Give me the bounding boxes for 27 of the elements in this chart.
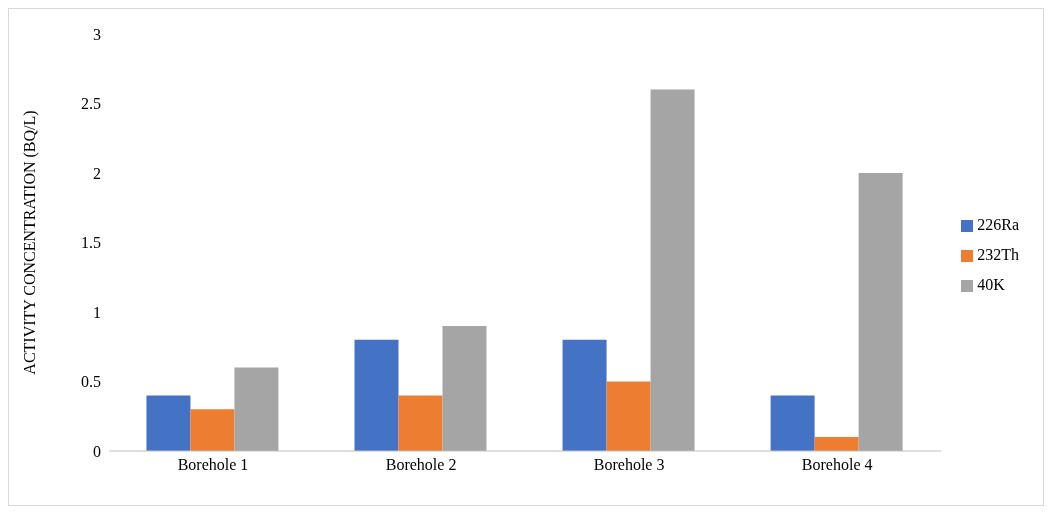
bar — [858, 173, 903, 451]
x-tick-label: Borehole 3 — [593, 456, 665, 474]
bar — [650, 89, 695, 451]
x-tick-label: Borehole 1 — [177, 456, 249, 474]
bar — [562, 339, 607, 451]
y-tick-label: 1 — [93, 303, 101, 321]
legend-label: 232Th — [977, 246, 1019, 263]
bar — [190, 409, 235, 451]
bar — [814, 437, 859, 451]
y-tick-label: 0.5 — [81, 373, 101, 391]
bar — [354, 339, 399, 451]
x-tick-label: Borehole 2 — [385, 456, 457, 474]
bar — [398, 395, 443, 451]
bar — [606, 381, 651, 451]
y-tick-label: 3 — [93, 25, 101, 43]
legend-label: 226Ra — [977, 216, 1019, 233]
y-tick-label: 1.5 — [81, 234, 101, 252]
bar — [442, 325, 487, 451]
y-axis-title: ACTIVITY CONCENTRATION (BQ/L) — [20, 110, 39, 375]
bar — [234, 367, 279, 451]
bar — [146, 395, 191, 451]
legend-label: 40K — [977, 276, 1005, 293]
y-tick-label: 2.5 — [81, 95, 101, 113]
bar — [770, 395, 815, 451]
y-tick-label: 0 — [93, 442, 101, 460]
x-tick-label: Borehole 4 — [801, 456, 873, 474]
y-tick-label: 2 — [93, 164, 101, 182]
